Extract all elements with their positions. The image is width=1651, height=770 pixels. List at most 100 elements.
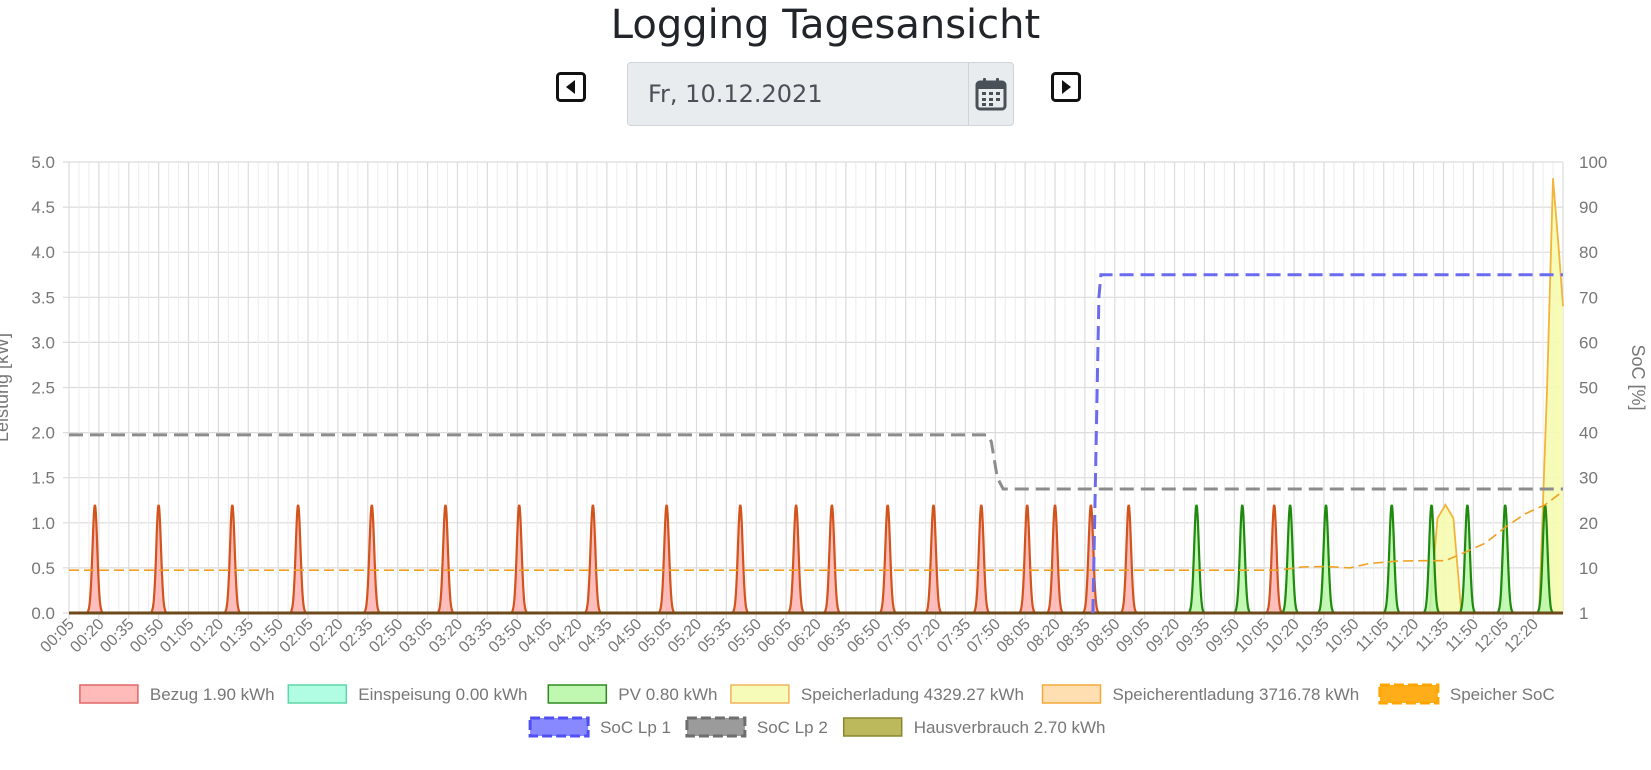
bezug-area <box>1120 504 1137 613</box>
x-tick-label: 08:20 <box>1024 616 1064 656</box>
bezug-area <box>86 504 103 613</box>
date-input[interactable] <box>628 63 968 125</box>
x-tick-label: 08:05 <box>994 616 1034 656</box>
y-tick-label: 2.5 <box>31 379 55 398</box>
x-tick-label: 07:50 <box>964 616 1004 656</box>
legend-label: PV 0.80 kWh <box>618 685 717 704</box>
bezug-area <box>1047 504 1064 613</box>
x-tick-label: 07:20 <box>904 616 944 656</box>
y-tick-label: 1.0 <box>31 514 55 533</box>
bezug-peak <box>289 504 307 614</box>
pv-area <box>1383 504 1400 613</box>
legend-swatch <box>287 684 348 704</box>
soc-lp1-line <box>1091 273 1563 614</box>
bezug-area <box>658 504 675 613</box>
y-tick-label: 0.0 <box>31 604 55 623</box>
bezug-area <box>437 504 454 613</box>
bezug-area <box>511 504 528 613</box>
bezug-area <box>224 504 241 613</box>
bezug-peak <box>925 504 943 614</box>
bezug-peak <box>1265 504 1283 614</box>
pv-peak <box>1383 504 1401 614</box>
x-tick-label: 08:50 <box>1083 616 1123 656</box>
y-tick-label: 4.5 <box>31 198 55 217</box>
x-tick-label: 00:35 <box>97 616 137 656</box>
pv-area <box>1317 504 1334 613</box>
x-tick-label: 00:20 <box>67 616 107 656</box>
legend-swatch <box>528 716 590 738</box>
previous-day-button[interactable] <box>556 72 586 102</box>
x-tick-label: 05:35 <box>695 616 735 656</box>
bezug-area <box>973 504 990 613</box>
legend-label: SoC Lp 1 <box>600 718 671 737</box>
pv-peak <box>1458 504 1476 614</box>
legend-label: SoC Lp 2 <box>757 718 828 737</box>
bezug-peak <box>436 504 455 614</box>
bezug-peak <box>1046 504 1064 614</box>
caret-right-square-icon <box>1051 72 1081 102</box>
x-tick-label: 12:05 <box>1472 616 1512 656</box>
y-axis-title: Leistung [kW] <box>0 333 12 442</box>
bezug-peak <box>787 504 805 614</box>
x-tick-label: 02:35 <box>336 616 376 656</box>
legend-label: Bezug 1.90 kWh <box>150 685 275 704</box>
y2-tick-label: 20 <box>1579 514 1598 533</box>
legend-item: Hausverbrauch 2.70 kWh <box>842 717 1106 737</box>
x-tick-label: 02:50 <box>366 616 406 656</box>
legend-swatch <box>685 716 747 738</box>
y-tick-label: 2.0 <box>31 424 55 443</box>
x-tick-label: 01:20 <box>187 616 227 656</box>
bezug-area <box>788 504 805 613</box>
calendar-button[interactable] <box>968 63 1013 125</box>
y2-tick-label: 90 <box>1579 198 1598 217</box>
legend-label: Speicher SoC <box>1450 685 1555 704</box>
x-tick-label: 01:50 <box>247 616 287 656</box>
x-tick-label: 07:35 <box>934 616 974 656</box>
x-tick-label: 04:35 <box>575 616 615 656</box>
legend-item: Speicher SoC <box>1378 683 1555 705</box>
bezug-peak <box>86 504 104 614</box>
x-tick-label: 09:05 <box>1113 616 1153 656</box>
bezug-area <box>1266 504 1283 613</box>
y-tick-label: 3.0 <box>31 333 55 352</box>
bezug-peak <box>731 504 749 614</box>
x-tick-label: 09:35 <box>1173 616 1213 656</box>
pv-peak <box>1317 504 1335 614</box>
legend-swatch <box>79 684 139 704</box>
legend-label: Speicherladung 4329.27 kWh <box>801 685 1024 704</box>
bezug-peak <box>823 504 841 614</box>
y2-tick-label: 100 <box>1579 153 1607 172</box>
x-tick-label: 11:20 <box>1383 616 1423 656</box>
bezug-peak <box>1082 504 1100 614</box>
x-tick-label: 04:05 <box>516 616 556 656</box>
soc-lp2-line <box>69 433 1563 491</box>
x-tick-label: 05:50 <box>725 616 765 656</box>
bezug-peak <box>658 504 676 614</box>
chart-grid <box>63 161 1564 619</box>
bezug-area <box>732 504 749 613</box>
y2-tick-label: 50 <box>1579 379 1598 398</box>
legend-swatch <box>1041 684 1102 704</box>
x-tick-label: 10:20 <box>1263 616 1303 656</box>
speicherladung-area <box>1429 178 1563 613</box>
legend-swatch <box>730 684 790 704</box>
next-day-button[interactable] <box>1051 72 1081 102</box>
x-tick-label: 04:50 <box>605 616 645 656</box>
bezug-peak <box>510 504 528 614</box>
pv-peak <box>1496 504 1514 614</box>
date-picker-group <box>627 62 1014 126</box>
legend-label: Einspeisung 0.00 kWh <box>358 685 527 704</box>
speicher-soc-line <box>69 490 1564 571</box>
x-tick-label: 06:35 <box>814 616 854 656</box>
x-tick-label: 02:20 <box>306 616 346 656</box>
x-tick-label: 06:20 <box>784 616 824 656</box>
page-title: Logging Tagesansicht <box>610 2 1041 48</box>
pv-area <box>1234 504 1251 613</box>
y-tick-label: 5.0 <box>31 153 55 172</box>
x-tick-label: 10:50 <box>1322 616 1362 656</box>
pv-series <box>1187 504 1554 614</box>
x-tick-label: 03:20 <box>426 616 466 656</box>
calendar-icon <box>975 78 1007 111</box>
x-tick-label: 03:35 <box>456 616 496 656</box>
